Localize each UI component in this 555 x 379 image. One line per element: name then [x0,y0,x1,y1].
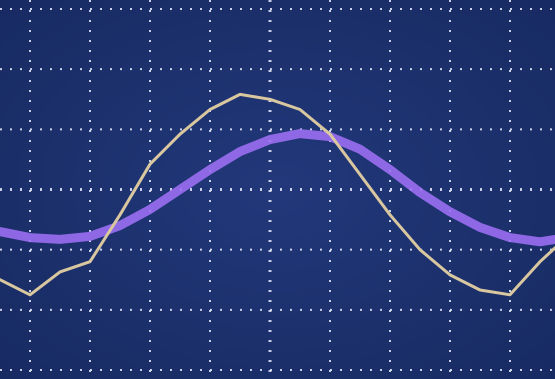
oscilloscope-screen [0,0,555,379]
